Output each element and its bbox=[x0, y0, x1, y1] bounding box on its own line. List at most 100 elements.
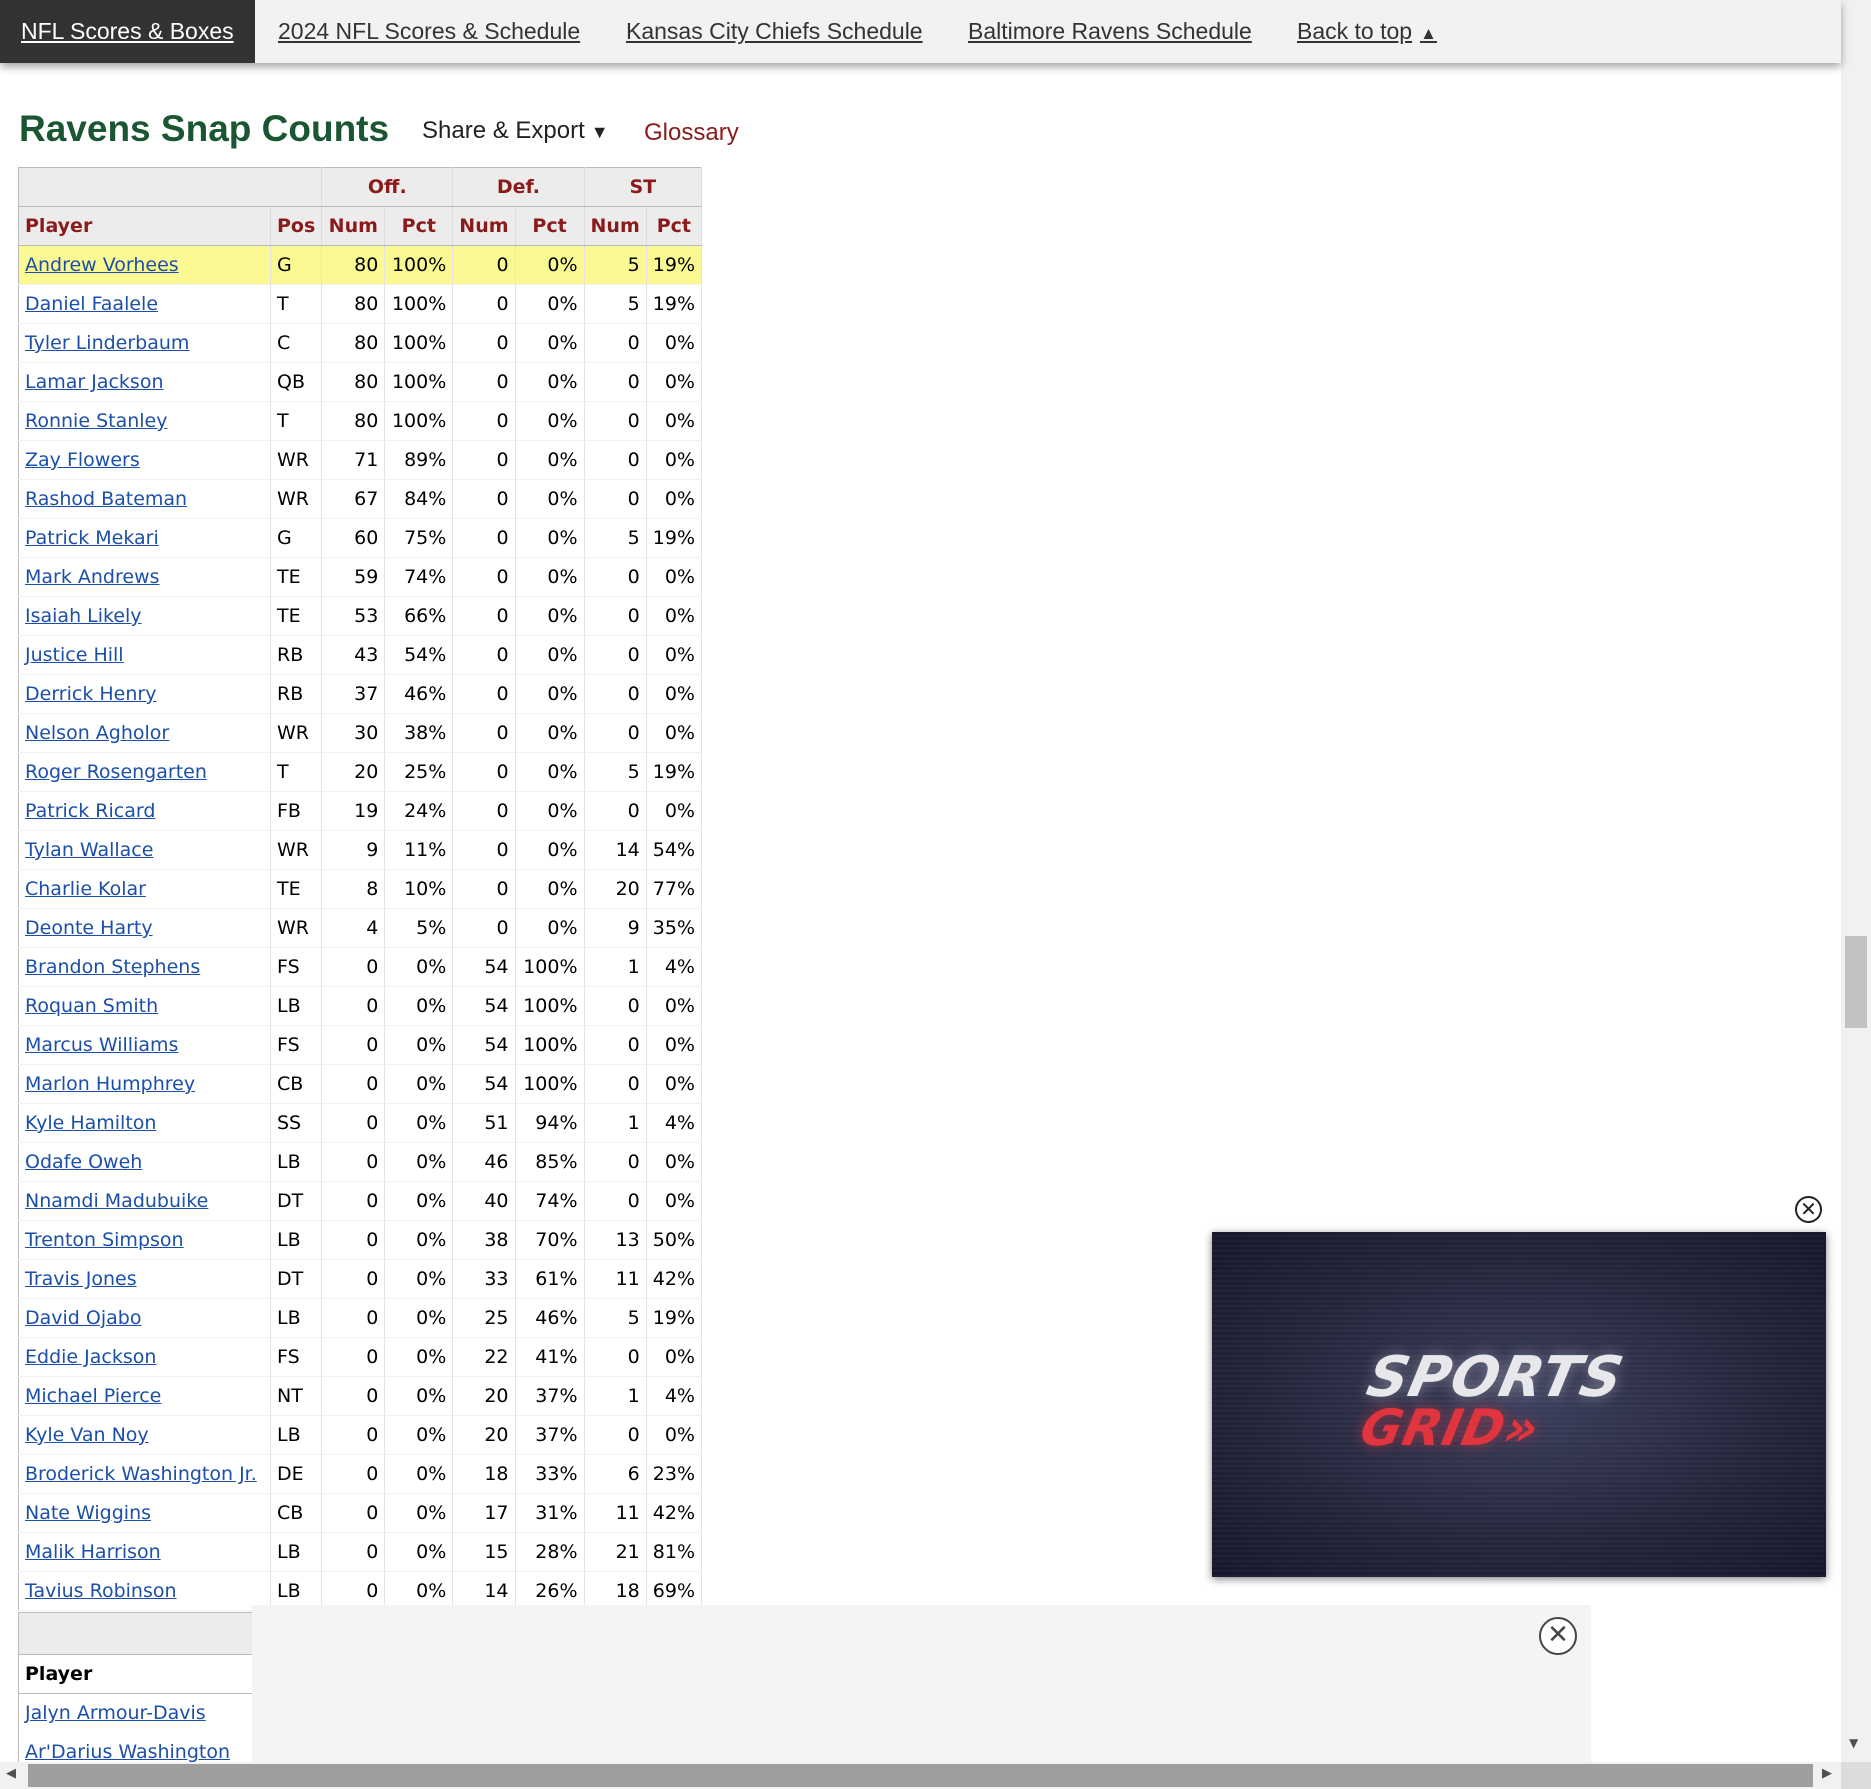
player-link[interactable]: David Ojabo bbox=[25, 1307, 142, 1329]
player-link[interactable]: Derrick Henry bbox=[25, 683, 157, 705]
player-link[interactable]: Nnamdi Madubuike bbox=[25, 1190, 209, 1212]
player-link[interactable]: Nelson Agholor bbox=[25, 722, 170, 744]
group-header-special-teams[interactable]: ST bbox=[584, 167, 703, 207]
player-link[interactable]: Tyler Linderbaum bbox=[25, 332, 190, 354]
player-link[interactable]: Tylan Wallace bbox=[25, 839, 154, 861]
glossary-link[interactable]: Glossary bbox=[644, 119, 739, 146]
cell-player: Daniel Faalele bbox=[18, 284, 271, 324]
player-link[interactable]: Rashod Bateman bbox=[25, 488, 188, 510]
cell-st-pct: 0% bbox=[646, 674, 703, 714]
cell-def-num: 0 bbox=[452, 323, 516, 363]
cell-player: Roquan Smith bbox=[18, 986, 271, 1026]
group-header-defense[interactable]: Def. bbox=[452, 167, 585, 207]
player-link[interactable]: Zay Flowers bbox=[25, 449, 140, 471]
video-player-ad[interactable]: SPORTS GRID» bbox=[1212, 1232, 1826, 1577]
player-link[interactable]: Marcus Williams bbox=[25, 1034, 179, 1056]
cell-player: Malik Harrison bbox=[18, 1532, 271, 1572]
player-link[interactable]: Broderick Washington Jr. bbox=[25, 1463, 257, 1485]
player-link[interactable]: Trenton Simpson bbox=[25, 1229, 184, 1251]
cell-pos: FS bbox=[270, 1025, 323, 1065]
cell-def-pct: 0% bbox=[515, 284, 585, 324]
player-link[interactable]: Odafe Oweh bbox=[25, 1151, 143, 1173]
player-link[interactable]: Kyle Van Noy bbox=[25, 1424, 149, 1446]
cell-def-num: 0 bbox=[452, 596, 516, 636]
table-row: Deonte Harty WR 4 5% 0 0% 9 35% bbox=[18, 908, 703, 948]
cell-def-num: 54 bbox=[452, 986, 516, 1026]
player-link[interactable]: Eddie Jackson bbox=[25, 1346, 157, 1368]
table-row: Trenton Simpson LB 0 0% 38 70% 13 50% bbox=[18, 1220, 703, 1260]
player-link[interactable]: Travis Jones bbox=[25, 1268, 137, 1290]
cell-st-pct: 0% bbox=[646, 362, 703, 402]
col-header-off-num[interactable]: Num bbox=[321, 206, 386, 246]
cell-def-pct: 37% bbox=[515, 1376, 585, 1416]
cell-st-num: 0 bbox=[584, 713, 647, 753]
scroll-left-icon[interactable]: ◀ bbox=[6, 1766, 16, 1781]
cell-pos: T bbox=[270, 401, 323, 441]
player-link[interactable]: Malik Harrison bbox=[25, 1541, 161, 1563]
player-link[interactable]: Tavius Robinson bbox=[25, 1580, 177, 1602]
player-link[interactable]: Deonte Harty bbox=[25, 917, 153, 939]
cell-pos: LB bbox=[270, 1532, 323, 1572]
player-link[interactable]: Justice Hill bbox=[25, 644, 124, 666]
cell-off-pct: 100% bbox=[384, 362, 454, 402]
video-close-button[interactable]: ✕ bbox=[1795, 1196, 1822, 1223]
player-link[interactable]: Patrick Mekari bbox=[25, 527, 159, 549]
banner-close-button[interactable]: ✕ bbox=[1539, 1617, 1577, 1655]
share-export-menu[interactable]: Share & Export ▼ bbox=[422, 117, 609, 145]
horizontal-scroll-thumb[interactable] bbox=[28, 1764, 1813, 1787]
scroll-down-icon[interactable]: ▼ bbox=[1849, 1736, 1859, 1750]
cell-off-num: 9 bbox=[321, 830, 386, 870]
cell-def-pct: 0% bbox=[515, 440, 585, 480]
col-header-pos[interactable]: Pos bbox=[270, 206, 323, 246]
player-link[interactable]: Brandon Stephens bbox=[25, 956, 201, 978]
inactives-col-header-player[interactable]: Player bbox=[18, 1654, 252, 1694]
nav-chiefs-schedule[interactable]: Kansas City Chiefs Schedule bbox=[626, 18, 923, 44]
player-link[interactable]: Roquan Smith bbox=[25, 995, 159, 1017]
cell-st-num: 1 bbox=[584, 1103, 647, 1143]
player-link[interactable]: Andrew Vorhees bbox=[25, 254, 179, 276]
player-link[interactable]: Nate Wiggins bbox=[25, 1502, 152, 1524]
player-link[interactable]: Roger Rosengarten bbox=[25, 761, 207, 783]
col-header-player[interactable]: Player bbox=[18, 206, 271, 246]
cell-def-pct: 70% bbox=[515, 1220, 585, 1260]
player-link[interactable]: Lamar Jackson bbox=[25, 371, 164, 393]
vertical-scroll-thumb[interactable] bbox=[1845, 936, 1867, 1028]
table-row: Justice Hill RB 43 54% 0 0% 0 0% bbox=[18, 635, 703, 675]
player-link[interactable]: Patrick Ricard bbox=[25, 800, 156, 822]
cell-def-pct: 0% bbox=[515, 830, 585, 870]
player-link[interactable]: Mark Andrews bbox=[25, 566, 160, 588]
cell-off-pct: 0% bbox=[384, 1181, 454, 1221]
player-link[interactable]: Jalyn Armour-Davis bbox=[25, 1702, 206, 1725]
col-header-def-num[interactable]: Num bbox=[452, 206, 516, 246]
cell-def-pct: 0% bbox=[515, 362, 585, 402]
group-header-offense[interactable]: Off. bbox=[321, 167, 454, 207]
player-link[interactable]: Michael Pierce bbox=[25, 1385, 162, 1407]
player-link[interactable]: Isaiah Likely bbox=[25, 605, 142, 627]
cell-player: Lamar Jackson bbox=[18, 362, 271, 402]
cell-off-pct: 0% bbox=[384, 1298, 454, 1338]
nav-back-to-top[interactable]: Back to top ▲ bbox=[1297, 0, 1437, 63]
nav-ravens-schedule[interactable]: Baltimore Ravens Schedule bbox=[968, 18, 1252, 44]
nav-nfl-scores-boxes[interactable]: NFL Scores & Boxes bbox=[0, 0, 255, 63]
player-link[interactable]: Marlon Humphrey bbox=[25, 1073, 196, 1095]
cell-player: Zay Flowers bbox=[18, 440, 271, 480]
vertical-scrollbar[interactable] bbox=[1841, 0, 1871, 1762]
player-link[interactable]: Daniel Faalele bbox=[25, 293, 159, 315]
nav-2024-scores-schedule[interactable]: 2024 NFL Scores & Schedule bbox=[278, 18, 581, 44]
col-header-st-pct[interactable]: Pct bbox=[646, 206, 703, 246]
cell-off-pct: 0% bbox=[384, 1142, 454, 1182]
inactives-group-header bbox=[18, 1612, 252, 1655]
cell-pos: WR bbox=[270, 830, 323, 870]
player-link[interactable]: Ronnie Stanley bbox=[25, 410, 168, 432]
cell-off-pct: 0% bbox=[384, 1415, 454, 1455]
cell-def-num: 51 bbox=[452, 1103, 516, 1143]
col-header-off-pct[interactable]: Pct bbox=[384, 206, 454, 246]
col-header-st-num[interactable]: Num bbox=[584, 206, 647, 246]
banner-ad[interactable] bbox=[252, 1605, 1591, 1765]
player-link[interactable]: Ar'Darius Washington bbox=[25, 1741, 231, 1763]
player-link[interactable]: Kyle Hamilton bbox=[25, 1112, 157, 1134]
col-header-def-pct[interactable]: Pct bbox=[515, 206, 585, 246]
scroll-right-icon[interactable]: ▶ bbox=[1822, 1766, 1832, 1781]
cell-off-pct: 38% bbox=[384, 713, 454, 753]
player-link[interactable]: Charlie Kolar bbox=[25, 878, 146, 900]
